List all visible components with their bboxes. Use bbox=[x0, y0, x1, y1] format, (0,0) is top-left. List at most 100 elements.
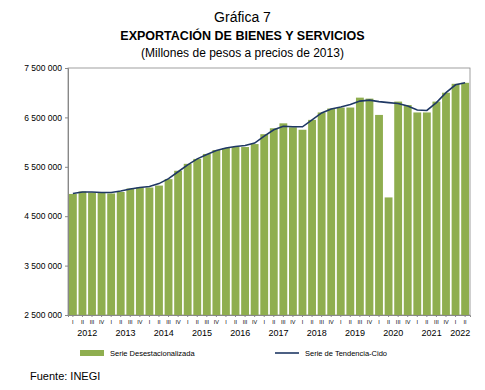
x-tick-label: III bbox=[358, 319, 363, 325]
bar bbox=[145, 188, 153, 315]
bar bbox=[423, 112, 431, 315]
year-label: 2013 bbox=[115, 328, 135, 338]
subtitle: EXPORTACIÓN DE BIENES Y SERVICIOS bbox=[120, 28, 364, 43]
x-tick: III bbox=[358, 315, 363, 325]
bar bbox=[203, 154, 211, 315]
bar bbox=[193, 159, 201, 315]
y-tick-label: 3 500 000 bbox=[24, 261, 62, 271]
x-tick: IV bbox=[405, 315, 411, 325]
x-tick-label: III bbox=[319, 319, 324, 325]
y-tick-mark bbox=[65, 216, 68, 217]
y-tick-mark bbox=[65, 117, 68, 118]
bar bbox=[126, 189, 134, 315]
x-tick-label: II bbox=[157, 319, 161, 325]
y-tick: 2 500 000 bbox=[24, 310, 68, 320]
x-tick: I bbox=[455, 315, 457, 325]
year-label: 2017 bbox=[269, 328, 289, 338]
bar bbox=[346, 108, 354, 315]
x-tick: IV bbox=[99, 315, 105, 325]
y-tick: 7 500 000 bbox=[24, 63, 68, 73]
bar bbox=[69, 194, 77, 315]
bar bbox=[165, 179, 173, 315]
x-tick: I bbox=[72, 315, 74, 325]
x-tick-mark bbox=[149, 315, 150, 317]
legend-item: Serie de Tendencia-Cido bbox=[275, 349, 387, 358]
x-tick-mark bbox=[379, 315, 380, 317]
bar bbox=[79, 192, 87, 316]
y-tick-label: 4 500 000 bbox=[24, 211, 62, 221]
marks bbox=[69, 83, 469, 315]
x-tick: I bbox=[340, 315, 342, 325]
bar bbox=[212, 150, 220, 315]
y-tick: 3 500 000 bbox=[24, 261, 68, 271]
chart: Gráfica 7 EXPORTACIÓN DE BIENES Y SERVICI… bbox=[0, 0, 485, 390]
x-tick-label: II bbox=[119, 319, 123, 325]
x-tick-mark bbox=[92, 315, 93, 317]
x-tick: II bbox=[349, 315, 353, 325]
x-tick-label: IV bbox=[290, 319, 296, 325]
x-tick-mark bbox=[340, 315, 341, 317]
x-tick: I bbox=[149, 315, 151, 325]
units: (Millones de pesos a precios de 2013) bbox=[141, 46, 344, 60]
x-tick-label: II bbox=[234, 319, 238, 325]
x-tick-label: I bbox=[187, 319, 189, 325]
bar bbox=[299, 130, 307, 315]
x-tick: I bbox=[302, 315, 304, 325]
bar bbox=[251, 144, 259, 315]
x-tick-label: II bbox=[464, 319, 468, 325]
x-tick: III bbox=[281, 315, 286, 325]
x-tick-mark bbox=[216, 315, 217, 317]
bar bbox=[241, 147, 249, 315]
bar bbox=[385, 197, 393, 315]
bar bbox=[260, 134, 268, 315]
x-tick: II bbox=[81, 315, 85, 325]
x-tick-label: IV bbox=[405, 319, 411, 325]
bar bbox=[270, 128, 278, 315]
bar bbox=[136, 188, 144, 315]
y-tick-label: 5 500 000 bbox=[24, 162, 62, 172]
bar bbox=[155, 186, 163, 315]
x-tick: IV bbox=[252, 315, 258, 325]
legend-swatch bbox=[275, 352, 299, 354]
legend-label: Serie de Tendencia-Cido bbox=[305, 349, 387, 358]
x-tick-mark bbox=[168, 315, 169, 317]
x-tick-mark bbox=[292, 315, 293, 317]
y-tick-label: 6 500 000 bbox=[24, 113, 62, 123]
x-tick-mark bbox=[388, 315, 389, 317]
x-tick-label: III bbox=[281, 319, 286, 325]
bar bbox=[88, 192, 96, 315]
x-tick: I bbox=[378, 315, 380, 325]
y-tick-mark bbox=[65, 167, 68, 168]
title: Gráfica 7 bbox=[214, 9, 271, 25]
x-tick-mark bbox=[465, 315, 466, 317]
x-tick: IV bbox=[214, 315, 220, 325]
x-tick: III bbox=[434, 315, 439, 325]
x-tick-mark bbox=[72, 315, 73, 317]
year-label: 2022 bbox=[450, 328, 470, 338]
x-tick-mark bbox=[130, 315, 131, 317]
bar bbox=[452, 84, 460, 315]
x-axis: IIIIIIIVIIIIIIIVIIIIIIIVIIIIIIIVIIIIIIIV… bbox=[69, 315, 471, 325]
legend-swatch bbox=[80, 350, 104, 356]
bar bbox=[327, 109, 335, 315]
x-tick-label: I bbox=[378, 319, 380, 325]
x-tick-label: I bbox=[110, 319, 112, 325]
x-tick-mark bbox=[264, 315, 265, 317]
source: Fuente: INEGI bbox=[30, 370, 100, 382]
x-tick-label: IV bbox=[252, 319, 258, 325]
bar bbox=[375, 115, 383, 315]
x-tick-label: II bbox=[311, 319, 315, 325]
x-tick: III bbox=[128, 315, 133, 325]
x-tick-label: IV bbox=[367, 319, 373, 325]
x-tick-mark bbox=[235, 315, 236, 317]
x-tick-label: I bbox=[340, 319, 342, 325]
x-tick-mark bbox=[120, 315, 121, 317]
x-tick: I bbox=[417, 315, 419, 325]
x-tick-label: I bbox=[417, 319, 419, 325]
y-tick-mark bbox=[65, 266, 68, 267]
plot-frame bbox=[68, 68, 470, 315]
x-tick: II bbox=[387, 315, 391, 325]
y-axis-line bbox=[65, 69, 69, 316]
x-tick-label: I bbox=[149, 319, 151, 325]
bar bbox=[337, 108, 345, 315]
